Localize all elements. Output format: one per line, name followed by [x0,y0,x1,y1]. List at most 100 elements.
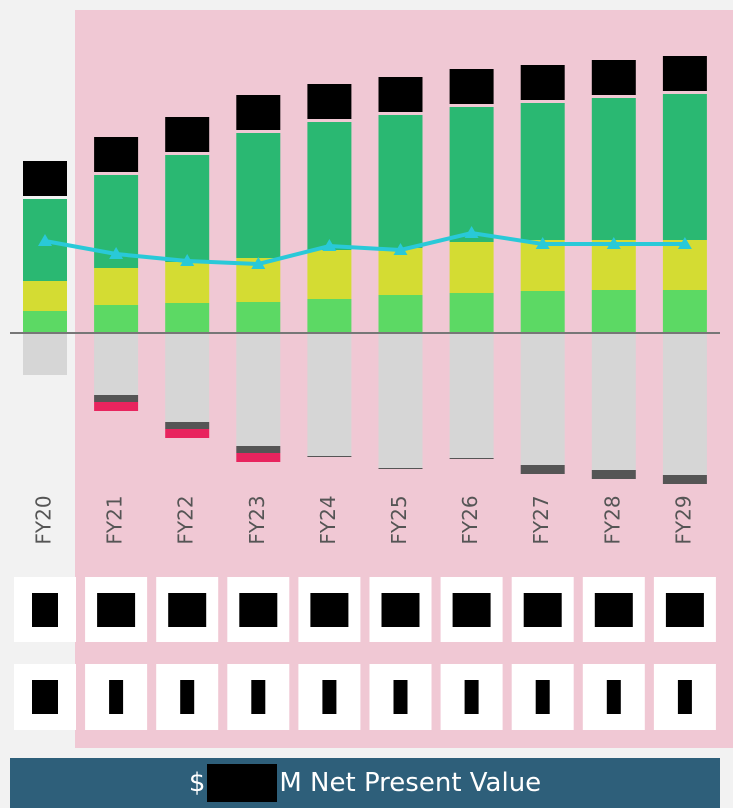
redaction [381,593,420,627]
bar-segment [449,107,494,242]
redaction [32,680,58,714]
redaction [464,680,479,714]
redaction [236,95,281,130]
redaction [606,680,621,714]
bar-segment [307,299,352,333]
bar-segment [591,290,636,333]
banner-text: M Net Present Value [279,768,542,798]
redaction [310,593,349,627]
line-series [44,230,685,267]
redaction [378,77,423,112]
redaction [168,593,207,627]
bar-segment [591,98,636,240]
bar-segment [94,333,139,395]
line-marker [251,257,266,269]
redaction [165,117,210,152]
x-tick-label: FY25 [387,495,411,544]
bar-segment [378,248,423,295]
redaction [393,680,408,714]
bar-segment [236,133,281,258]
npv-banner: $ M Net Present Value [10,758,720,808]
redaction [535,680,550,714]
bar-segment [165,155,210,262]
bar-segment [94,395,139,402]
redaction [594,593,633,627]
line-marker [180,254,195,266]
bar-segment [378,333,423,468]
redaction [23,161,67,196]
bar-segment [165,303,210,333]
line-marker [606,237,621,249]
bar-segment [520,333,565,465]
redaction [251,680,266,714]
redaction [94,137,139,172]
bar-segment [662,475,707,484]
bar-segment [307,250,352,299]
bar-segment [94,402,139,411]
x-tick-label: FY29 [671,495,695,544]
redaction [449,69,494,104]
chart: FY20 FY21 FY22 FY23 FY24 FY25 FY26 FY27 FY28 FY29 [10,10,733,748]
line-marker [109,247,124,259]
redaction [207,764,278,802]
line-marker [464,226,479,238]
bar-segment [236,446,281,453]
bar-segment [94,268,139,305]
bar-segment [449,242,494,293]
bar-segment [165,262,210,303]
x-tick-label: FY24 [316,495,340,544]
bar-segment [662,333,707,475]
redaction [32,593,58,627]
bar-segment [23,281,67,311]
bar-segment [449,458,494,459]
redaction [180,680,195,714]
bar-segment [662,290,707,333]
bar-segment [307,456,352,457]
bar-segment [378,295,423,333]
x-tick-label: FY27 [529,495,553,544]
line-marker [535,237,550,249]
redaction [665,593,704,627]
line-marker [393,243,408,255]
redaction [591,60,636,95]
bar-segment [520,103,565,240]
redaction [307,84,352,119]
x-tick-label: FY22 [174,495,198,544]
bar-segment [591,333,636,470]
redaction [662,56,707,91]
bar-segment [378,115,423,248]
redaction [677,680,692,714]
bar-segment [591,470,636,479]
bar-segment [165,429,210,438]
bar-segment [307,122,352,250]
bar-segment [94,305,139,333]
redaction [97,593,136,627]
bar-segment [165,333,210,422]
line-marker [322,239,337,251]
redaction [520,65,565,100]
bar-segment [23,333,67,375]
bar-segment [236,453,281,462]
line-marker [38,234,52,246]
x-tick-label: FY28 [600,495,624,544]
bar-segment [449,293,494,333]
bar-segment [520,465,565,474]
bar-segment [165,422,210,429]
bar-segment [378,468,423,469]
redaction [239,593,278,627]
bar-segment [449,333,494,458]
redaction [322,680,337,714]
x-tick-label: FY26 [458,495,482,544]
bar-segment [662,94,707,240]
bar-segment [520,291,565,333]
redaction [452,593,491,627]
x-tick-label: FY23 [245,495,269,544]
line-marker [677,237,692,249]
redaction [109,680,124,714]
x-tick-label: FY20 [32,495,56,544]
banner-prefix: $ [188,768,206,798]
bar-segment [236,333,281,446]
bar-segment [307,333,352,456]
redaction [523,593,562,627]
